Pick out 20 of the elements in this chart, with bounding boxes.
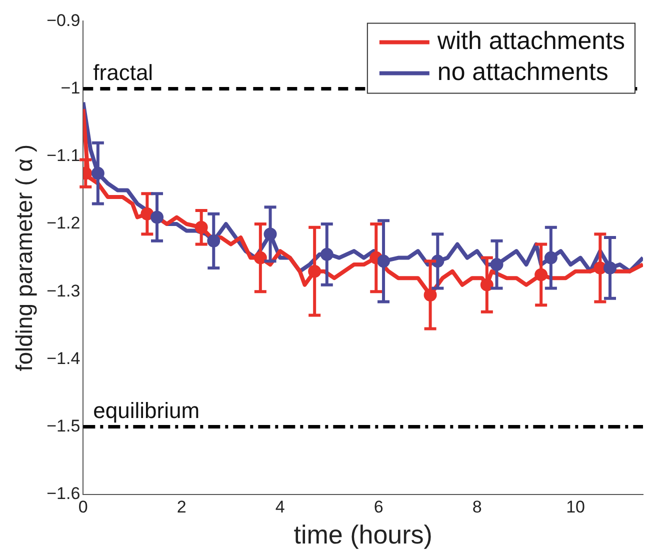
y-tick-label: −0.9 (46, 10, 80, 30)
y-tick-label: −1.1 (46, 146, 80, 166)
legend-label: with attachments (436, 27, 626, 56)
x-tick-label: 6 (374, 497, 384, 516)
x-tick-label: 10 (566, 497, 586, 516)
y-tick-label: −1.3 (46, 281, 80, 300)
x-tick-label: 2 (176, 497, 186, 516)
ref-line-label: equilibrium (93, 398, 200, 423)
ref-line-label: fractal (93, 60, 154, 85)
x-tick-label: 8 (472, 497, 482, 516)
y-tick-label: −1.5 (46, 416, 80, 436)
y-axis-title: folding parameter ( α ) (11, 144, 38, 372)
y-tick-label: −1.4 (46, 348, 80, 368)
x-tick-label: 4 (275, 497, 285, 516)
legend-label: no attachments (437, 58, 608, 86)
x-axis-title: time (hours) (294, 520, 432, 550)
y-tick-label: −1.2 (46, 214, 80, 233)
y-tick-label: −1 (60, 78, 80, 98)
x-tick-label: 0 (78, 497, 88, 516)
y-tick-label: −1.6 (46, 484, 80, 504)
